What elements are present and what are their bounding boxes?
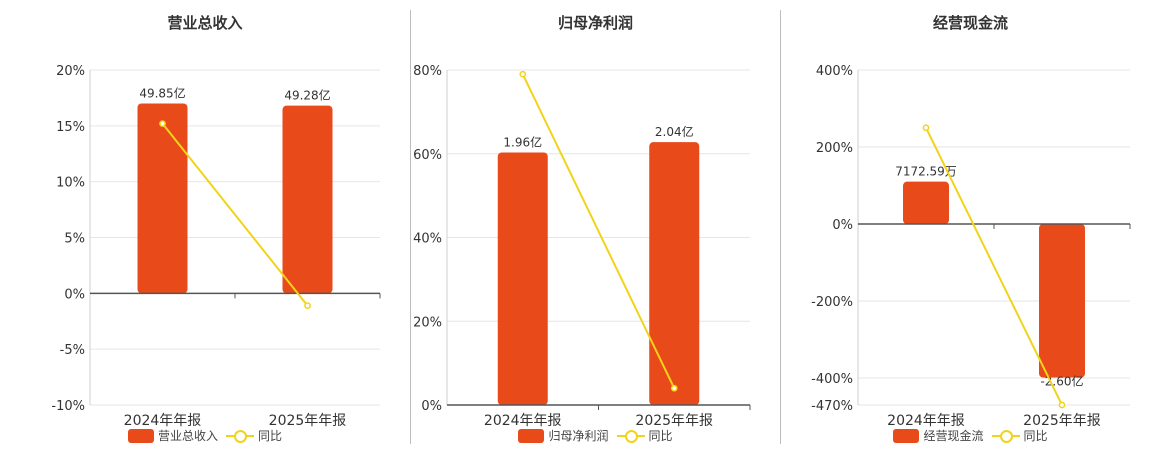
y-tick-label: -10% bbox=[51, 399, 85, 414]
y-tick-label: 40% bbox=[413, 232, 442, 247]
chart-panel-revenue: 营业总收入 20% 15% 10% 5% 0% -5% -10% 49.85亿 49.28亿 20… bbox=[0, 0, 410, 450]
chart-panel-cash-flow: 经营现金流 400% 200% 0% -200% -400% -470% 7172.59万 -… bbox=[781, 0, 1160, 450]
yoy-point bbox=[1058, 401, 1066, 409]
y-tick-label: -5% bbox=[60, 343, 85, 358]
bar bbox=[649, 142, 700, 405]
legend-line-swatch bbox=[226, 429, 254, 443]
legend-item-bar[interactable]: 营业总收入 bbox=[127, 427, 218, 444]
y-tick-label: 0% bbox=[421, 399, 442, 414]
legend-item-line[interactable]: 同比 bbox=[616, 427, 673, 444]
y-tick-label: 5% bbox=[64, 232, 85, 247]
bar bbox=[497, 152, 548, 405]
legend-bar-label: 归母净利润 bbox=[548, 429, 609, 443]
x-tick-label: 2025年年报 bbox=[269, 413, 347, 429]
bar-data-label: 49.85亿 bbox=[139, 86, 185, 101]
y-tick-label: 15% bbox=[56, 120, 85, 135]
chart-legend: 经营现金流 同比 bbox=[781, 427, 1160, 444]
bar-data-label: 1.96亿 bbox=[503, 134, 542, 149]
x-tick-label: 2025年年报 bbox=[635, 413, 713, 429]
legend-item-bar[interactable]: 经营现金流 bbox=[893, 427, 984, 444]
y-tick-label: -200% bbox=[811, 295, 853, 310]
legend-bar-swatch bbox=[518, 428, 545, 443]
legend-bar-label: 经营现金流 bbox=[923, 429, 984, 443]
bar bbox=[137, 103, 188, 294]
bar bbox=[282, 105, 333, 294]
x-tick-label: 2024年年报 bbox=[887, 413, 965, 429]
legend-item-line[interactable]: 同比 bbox=[991, 427, 1048, 444]
legend-line-label: 同比 bbox=[258, 429, 283, 443]
bar-data-label: 7172.59万 bbox=[895, 165, 957, 179]
bar bbox=[1039, 224, 1085, 378]
y-tick-label: 20% bbox=[56, 64, 85, 79]
cash-flow-chart: 400%200%0%-200%-400%-470%7172.59万-2.60亿2… bbox=[811, 64, 1131, 429]
chart-panel-net-profit: 归母净利润 80% 60% 40% 20% 0% 1.96亿 2.04亿 2024年年报 202… bbox=[411, 0, 780, 450]
chart-title: 经营现金流 bbox=[932, 14, 1008, 32]
chart-title: 归母净利润 bbox=[557, 14, 633, 32]
y-tick-label: 0% bbox=[832, 218, 853, 233]
legend-line-swatch bbox=[991, 429, 1020, 443]
chart-legend: 营业总收入 同比 bbox=[0, 427, 410, 444]
yoy-point bbox=[159, 120, 166, 127]
yoy-point bbox=[922, 124, 930, 132]
y-tick-label: 0% bbox=[64, 287, 85, 302]
legend-item-line[interactable]: 同比 bbox=[226, 427, 282, 444]
yoy-point bbox=[304, 302, 311, 309]
legend-bar-label: 营业总收入 bbox=[157, 429, 218, 443]
chart-legend: 归母净利润 同比 bbox=[411, 427, 780, 444]
y-tick-label: 200% bbox=[816, 141, 853, 156]
legend-item-bar[interactable]: 归母净利润 bbox=[518, 427, 609, 444]
legend-bar-swatch bbox=[893, 428, 920, 443]
panel-divider bbox=[410, 10, 411, 444]
x-tick-label: 2024年年报 bbox=[484, 413, 562, 429]
bar-data-label: 49.28亿 bbox=[284, 88, 330, 103]
yoy-point bbox=[519, 70, 527, 78]
legend-line-swatch bbox=[616, 429, 645, 443]
legend-bar-swatch bbox=[127, 428, 154, 443]
y-tick-label: 60% bbox=[413, 148, 442, 163]
legend-line-label: 同比 bbox=[1023, 429, 1048, 443]
yoy-point bbox=[670, 384, 678, 392]
y-tick-label: 400% bbox=[816, 64, 853, 79]
y-tick-label: -470% bbox=[811, 399, 853, 414]
legend-line-label: 同比 bbox=[648, 429, 673, 443]
bar-data-label: 2.04亿 bbox=[655, 124, 694, 139]
bar bbox=[903, 181, 949, 225]
chart-title: 营业总收入 bbox=[167, 14, 243, 32]
revenue-chart: 20% 15% 10% 5% 0% -5% -10% 49.85亿 49.28亿 2024年年报 2… bbox=[51, 64, 381, 429]
x-tick-label: 2024年年报 bbox=[124, 413, 202, 429]
x-tick-label: 2025年年报 bbox=[1023, 413, 1101, 429]
net-profit-chart: 80% 60% 40% 20% 0% 1.96亿 2.04亿 2024年年报 2025年年报 bbox=[413, 64, 751, 429]
yoy-line bbox=[161, 122, 309, 307]
y-tick-label: 20% bbox=[413, 315, 442, 330]
panel-divider bbox=[780, 10, 781, 444]
y-tick-label: 80% bbox=[413, 64, 442, 79]
yoy-line bbox=[521, 73, 676, 389]
yoy-line bbox=[925, 127, 1063, 406]
y-tick-label: 10% bbox=[56, 176, 85, 191]
y-tick-label: -400% bbox=[811, 372, 853, 387]
